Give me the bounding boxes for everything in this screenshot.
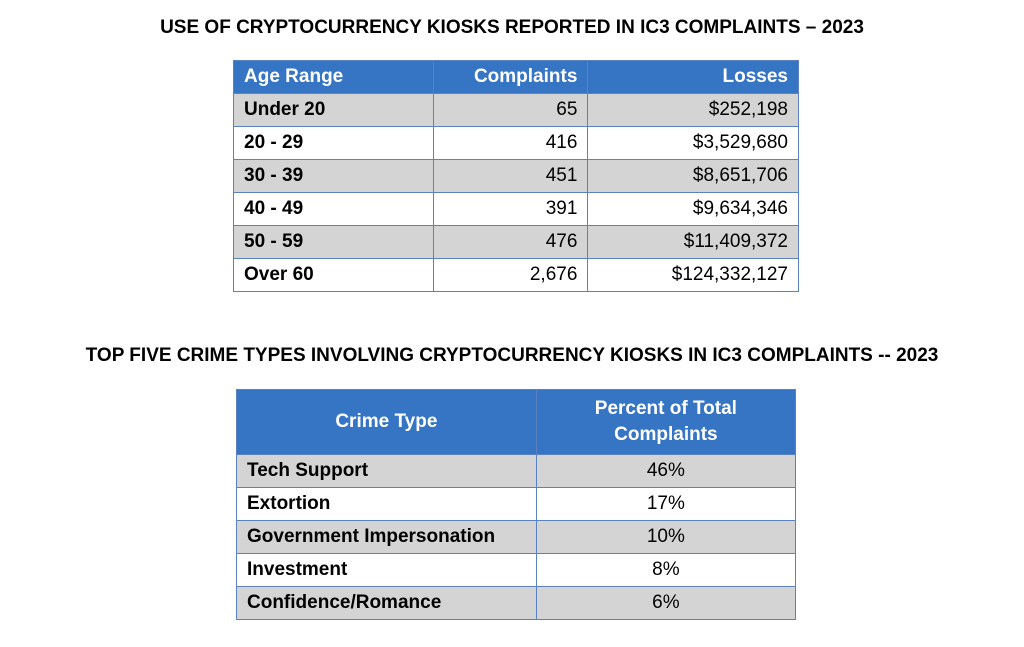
header-percent-line1: Percent of Total bbox=[594, 398, 737, 420]
header-percent-line2: Complaints bbox=[614, 424, 718, 445]
losses-cell: $11,409,372 bbox=[587, 225, 799, 259]
percent-cell: 46% bbox=[535, 454, 797, 488]
crime-type-cell: Government Impersonation bbox=[236, 520, 537, 554]
header-crime-type: Crime Type bbox=[236, 389, 537, 455]
header-age-range: Age Range bbox=[233, 60, 434, 94]
percent-cell: 8% bbox=[535, 553, 797, 587]
crime-type-cell: Confidence/Romance bbox=[236, 586, 537, 620]
losses-cell: $8,651,706 bbox=[587, 159, 799, 193]
age-range-cell: 40 - 49 bbox=[233, 192, 434, 226]
table-row: Under 20 65 $252,198 bbox=[233, 93, 799, 127]
complaints-cell: 451 bbox=[432, 159, 589, 193]
crime-type-cell: Tech Support bbox=[236, 454, 537, 488]
complaints-cell: 65 bbox=[432, 93, 589, 127]
header-complaints: Complaints bbox=[432, 60, 589, 94]
header-percent: Percent of Total Complaints bbox=[535, 389, 797, 455]
table-header-row: Age Range Complaints Losses bbox=[233, 60, 799, 94]
crime-type-cell: Extortion bbox=[236, 487, 537, 521]
table-row: Confidence/Romance 6% bbox=[236, 586, 797, 620]
losses-cell: $9,634,346 bbox=[587, 192, 799, 226]
losses-cell: $252,198 bbox=[587, 93, 799, 127]
table-row: 30 - 39 451 $8,651,706 bbox=[233, 159, 799, 193]
table-header-row: Crime Type Percent of Total Complaints bbox=[236, 389, 797, 455]
age-range-table: Age Range Complaints Losses Under 20 65 … bbox=[233, 60, 799, 292]
table-row: Government Impersonation 10% bbox=[236, 520, 797, 554]
complaints-cell: 391 bbox=[432, 192, 589, 226]
losses-cell: $124,332,127 bbox=[587, 258, 799, 292]
crime-type-cell: Investment bbox=[236, 553, 537, 587]
table-row: Over 60 2,676 $124,332,127 bbox=[233, 258, 799, 292]
crime-type-table: Crime Type Percent of Total Complaints T… bbox=[236, 389, 797, 620]
crime-table-title: TOP FIVE CRIME TYPES INVOLVING CRYPTOCUR… bbox=[85, 345, 939, 366]
age-range-cell: 30 - 39 bbox=[233, 159, 434, 193]
table-row: 20 - 29 416 $3,529,680 bbox=[233, 126, 799, 160]
table-row: Extortion 17% bbox=[236, 487, 797, 521]
age-range-cell: Under 20 bbox=[233, 93, 434, 127]
complaints-cell: 2,676 bbox=[432, 258, 589, 292]
complaints-cell: 476 bbox=[432, 225, 589, 259]
percent-cell: 17% bbox=[535, 487, 797, 521]
complaints-cell: 416 bbox=[432, 126, 589, 160]
age-range-cell: 50 - 59 bbox=[233, 225, 434, 259]
age-range-cell: Over 60 bbox=[233, 258, 434, 292]
table-row: 50 - 59 476 $11,409,372 bbox=[233, 225, 799, 259]
table-row: 40 - 49 391 $9,634,346 bbox=[233, 192, 799, 226]
table-row: Investment 8% bbox=[236, 553, 797, 587]
losses-cell: $3,529,680 bbox=[587, 126, 799, 160]
header-losses: Losses bbox=[587, 60, 799, 94]
age-range-cell: 20 - 29 bbox=[233, 126, 434, 160]
age-table-title: USE OF CRYPTOCURRENCY KIOSKS REPORTED IN… bbox=[160, 17, 864, 38]
table-row: Tech Support 46% bbox=[236, 454, 797, 488]
percent-cell: 10% bbox=[535, 520, 797, 554]
percent-cell: 6% bbox=[535, 586, 797, 620]
